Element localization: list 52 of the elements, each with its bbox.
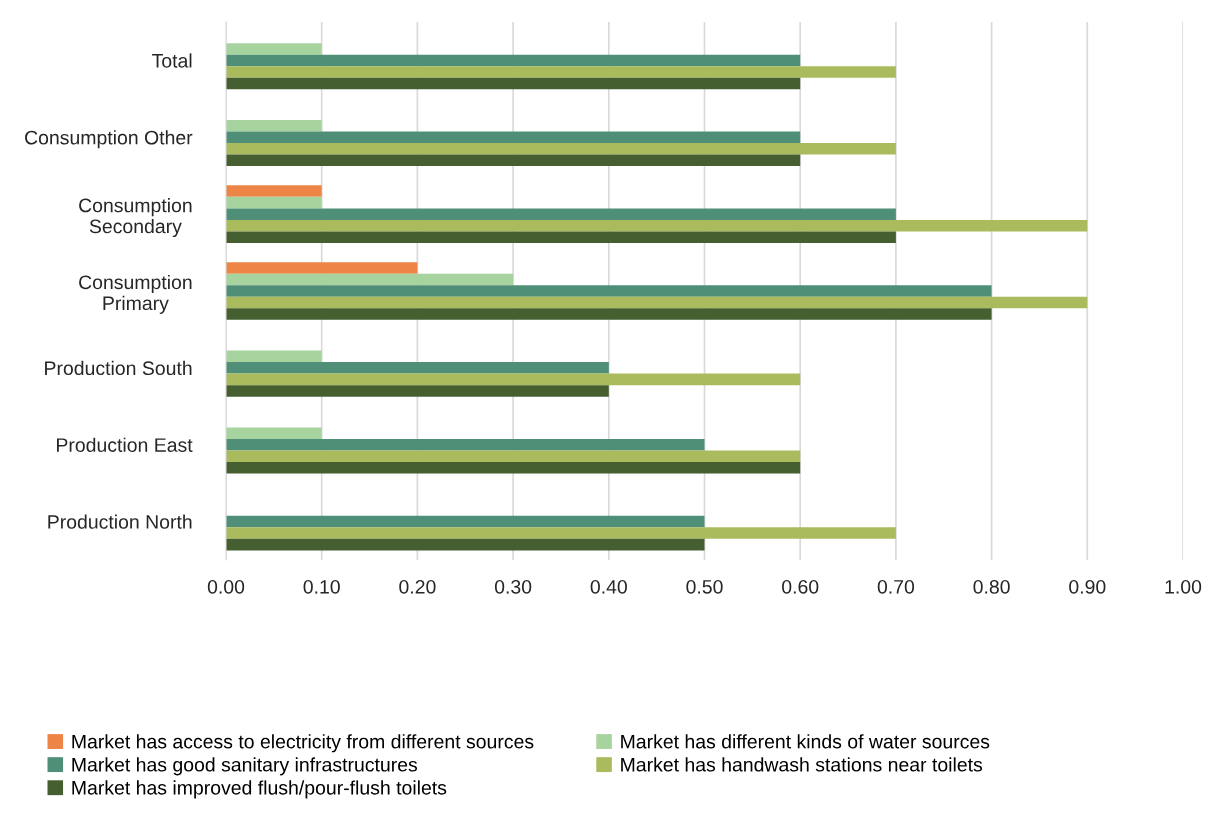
legend-label: Market has good sanitary infrastructures: [72, 757, 418, 776]
bar: [226, 515, 705, 528]
bar: [226, 373, 801, 386]
x-tick-label: 0.70: [877, 579, 915, 594]
legend-label: Market has access to electricity from different sources: [72, 734, 534, 753]
bar: [226, 231, 896, 243]
legend-label: Market has improved flush/pour-flush toilets: [72, 780, 447, 799]
y-tick-label: Consumption Primary: [79, 274, 192, 314]
legend-label: Market has handwash stations near toilets: [621, 757, 983, 772]
bar: [226, 285, 992, 297]
y-tick-label: Total: [152, 53, 192, 68]
x-tick-label: 0.60: [782, 579, 819, 594]
bar: [226, 219, 1088, 232]
bar: [226, 119, 322, 132]
x-tick-label: 0.50: [686, 579, 723, 594]
bar: [226, 438, 705, 451]
x-tick-label: 0.30: [494, 579, 532, 594]
x-tick-label: 0.10: [303, 579, 340, 594]
legend-label: Market has different kinds of water sources: [621, 734, 990, 749]
y-tick-label: Production North: [48, 514, 192, 529]
bar: [226, 350, 322, 363]
bar: [226, 427, 322, 439]
bar: [226, 77, 801, 90]
bar: [226, 185, 322, 197]
bar: [226, 66, 896, 78]
bar: [226, 450, 801, 463]
bar: [226, 273, 514, 286]
bar: [226, 385, 609, 397]
x-tick-label: 0.40: [590, 579, 627, 594]
bar: [226, 131, 801, 144]
bar: [226, 154, 801, 167]
x-tick-label: 1.00: [1165, 579, 1202, 594]
bar: [226, 296, 1088, 309]
y-tick-label: Consumption Secondary: [79, 198, 192, 238]
y-tick-label: Production East: [57, 437, 193, 452]
bar: [226, 538, 705, 551]
bar: [226, 262, 418, 274]
bar: [226, 54, 801, 67]
bar: [226, 43, 322, 55]
x-tick-label: 0.90: [1069, 579, 1106, 594]
y-tick-label: Consumption Other: [25, 130, 193, 149]
bar: [226, 362, 609, 374]
x-tick-label: 0.80: [973, 579, 1010, 594]
y-tick-label: Production South: [45, 360, 192, 376]
bar: [226, 308, 992, 320]
x-tick-label: 0.00: [207, 579, 245, 594]
bar: [226, 208, 896, 220]
bar: [226, 527, 896, 539]
bar: [226, 462, 801, 474]
bar: [226, 196, 322, 209]
bar: [226, 143, 896, 155]
x-tick-label: 0.20: [399, 579, 436, 594]
